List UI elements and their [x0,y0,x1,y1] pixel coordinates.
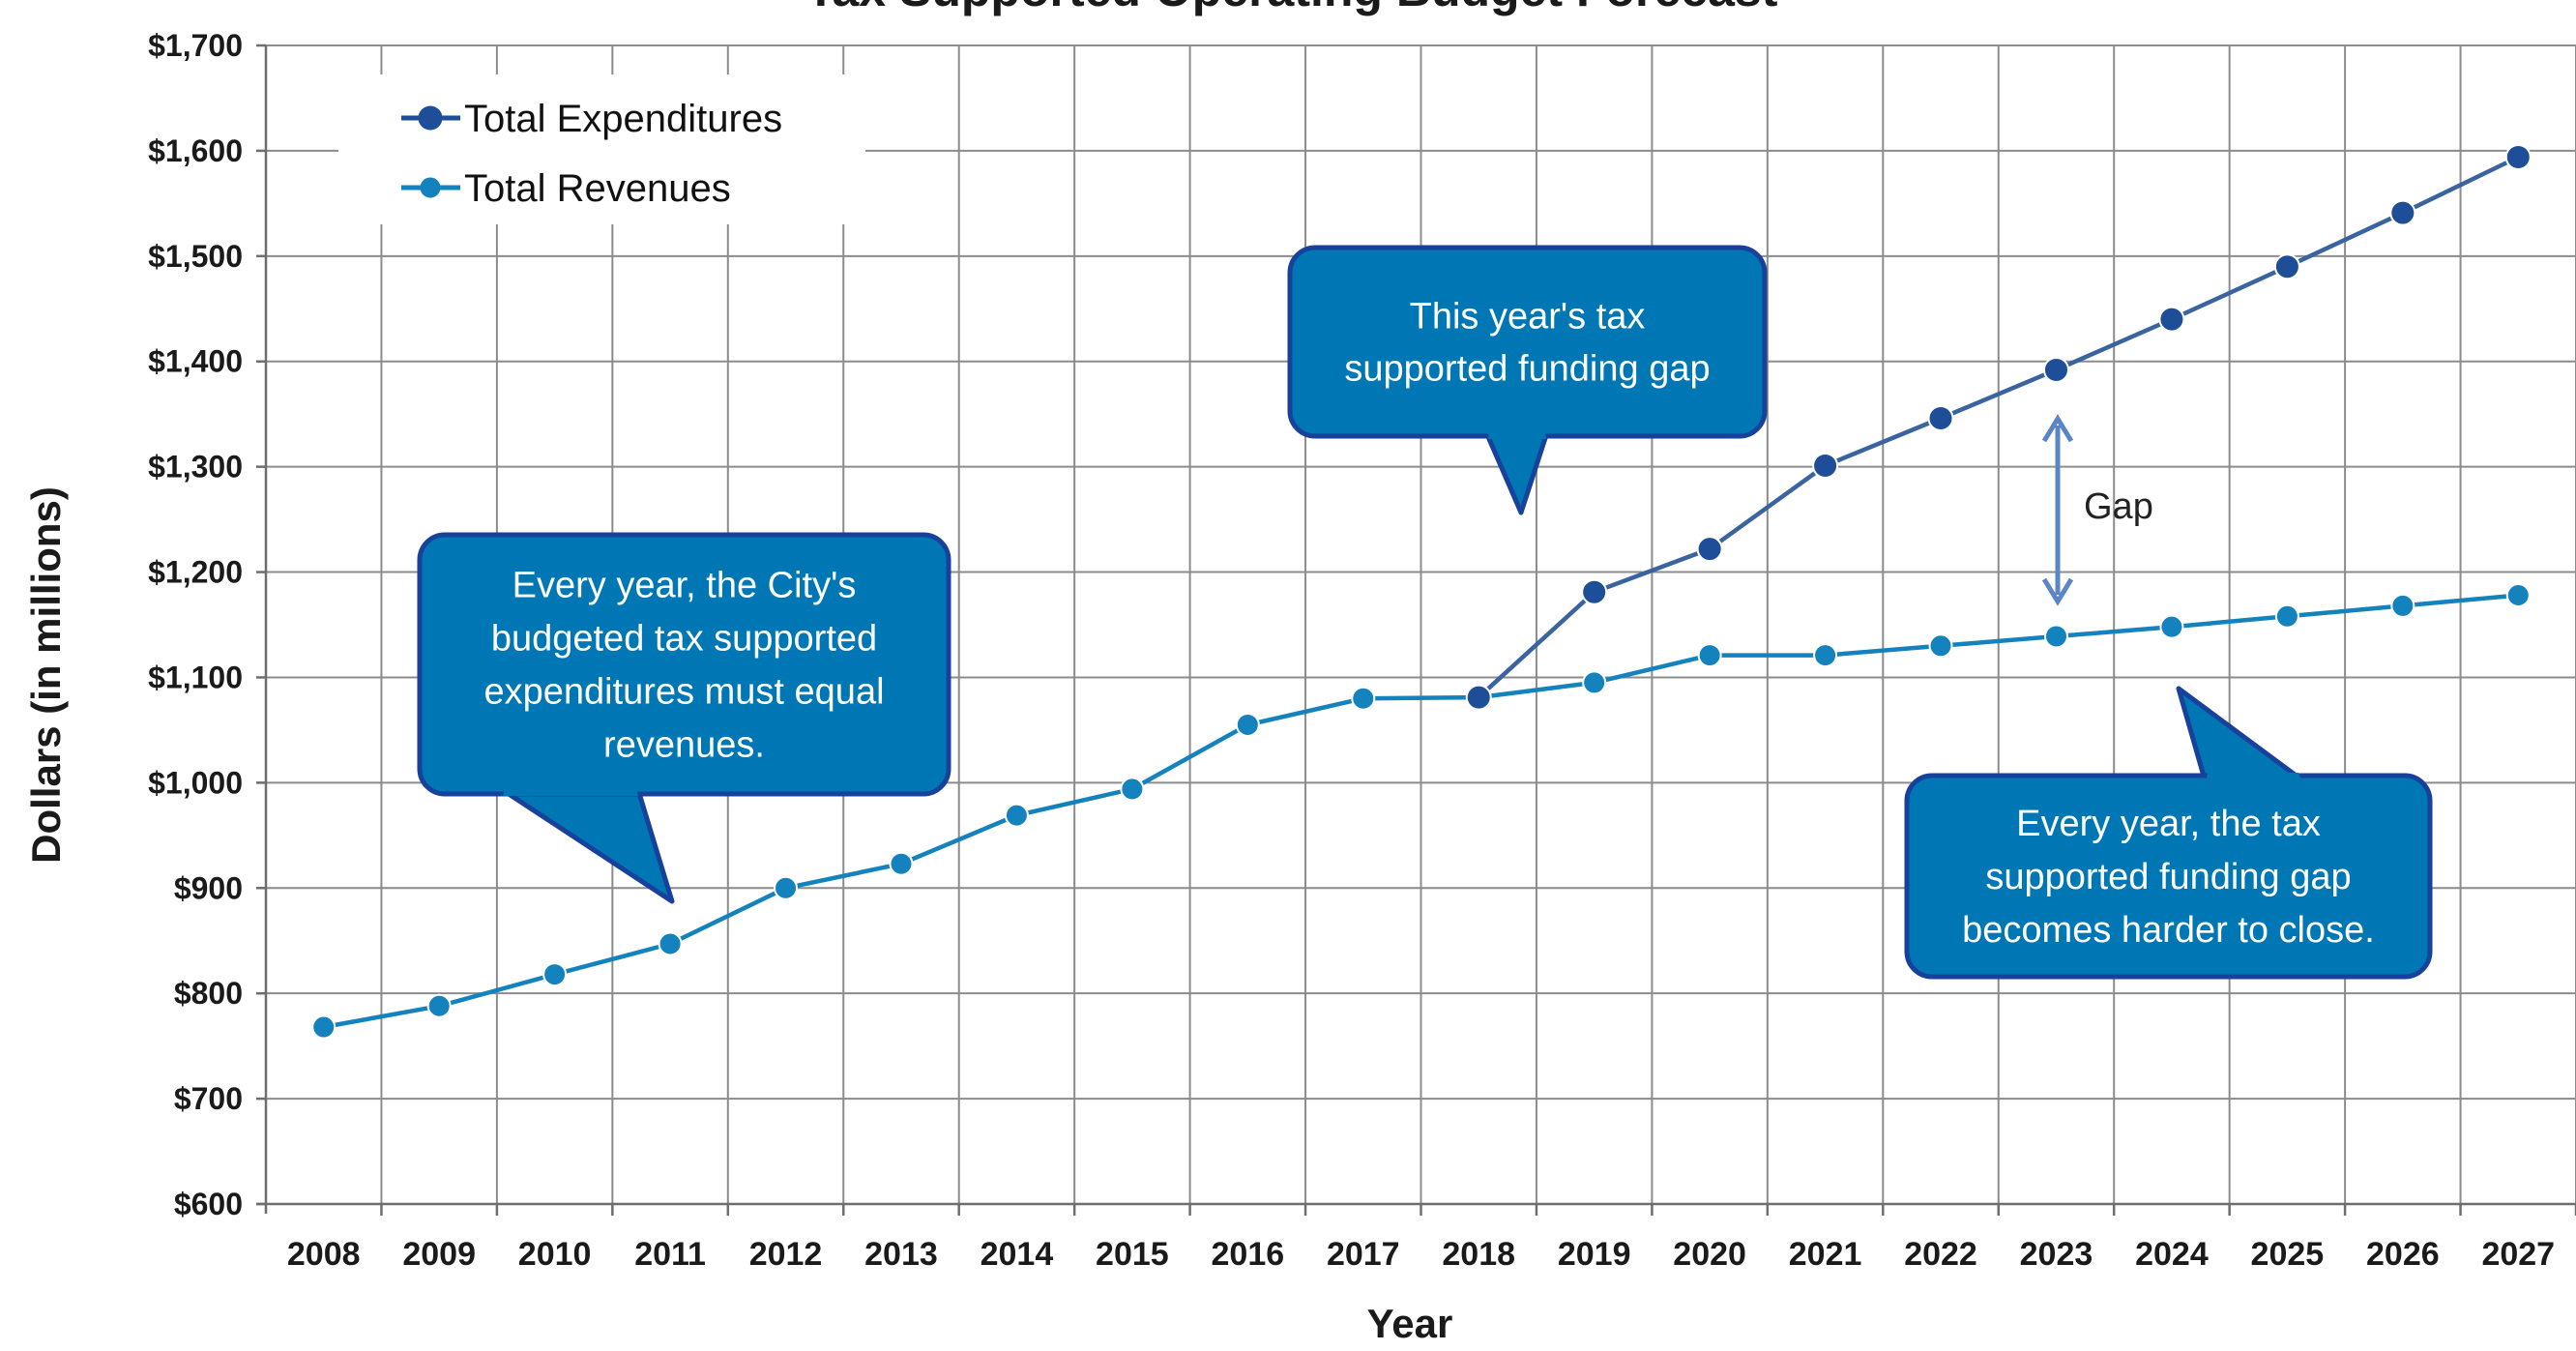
x-tick-label: 2025 [2251,1236,2325,1273]
data-point-revenues [2391,595,2414,617]
x-tick-label: 2023 [2020,1236,2093,1273]
data-point-expenditures [1929,406,1953,430]
x-tick-label: 2014 [981,1236,1054,1273]
data-point-revenues [2160,616,2182,638]
callout-this-year-line: supported funding gap [1344,349,1710,390]
x-tick-label: 2010 [518,1236,592,1273]
data-point-expenditures [2159,308,2183,332]
callout-this-year-line: This year's tax [1410,297,1646,338]
x-tick-label: 2018 [1442,1236,1515,1273]
y-axis-ticks: $600 $700 $800 $900 $1,000 $1,100 $1,200 $1,300… [148,28,243,1221]
callout-equal-line: budgeted tax supported [491,619,877,660]
x-tick-label: 2024 [2135,1236,2209,1273]
data-point-revenues [775,877,797,899]
y-tick-label: $1,600 [148,133,243,168]
x-tick-label: 2020 [1673,1236,1746,1273]
x-tick-label: 2019 [1558,1236,1631,1273]
callout-equal-tail [503,790,672,901]
x-tick-label: 2026 [2366,1236,2440,1273]
data-point-revenues [1699,644,1721,666]
x-tick-label: 2012 [749,1236,823,1273]
data-point-revenues [1006,805,1028,827]
data-point-expenditures [2044,358,2068,382]
data-point-revenues [2045,625,2067,647]
data-point-revenues [2276,605,2298,628]
callout-equal: Every year, the City's budgeted tax suppo… [420,535,949,901]
data-point-revenues [890,853,912,875]
data-point-expenditures [1698,537,1722,561]
annotations-layer: Every year, the City's budgeted tax suppo… [420,248,2430,977]
data-point-expenditures [2275,254,2299,279]
x-axis-title: Year [1367,1301,1453,1346]
callout-harder-seam [2206,773,2302,784]
y-tick-label: $1,400 [148,344,243,379]
x-tick-label: 2017 [1327,1236,1400,1273]
data-point-revenues [1237,714,1259,736]
x-tick-label: 2021 [1789,1236,1862,1273]
x-tick-label: 2008 [287,1236,361,1273]
y-tick-label: $1,000 [148,765,243,800]
x-tick-label: 2022 [1904,1236,1977,1273]
x-tick-label: 2027 [2481,1236,2555,1273]
y-axis-title: Dollars (in millions) [23,486,69,864]
x-tick-label: 2016 [1212,1236,1285,1273]
x-tick-label: 2011 [634,1236,706,1273]
x-axis-ticks: 2008 2009 2010 2011 2012 2013 2014 2015 2016 2017… [287,1236,2555,1273]
gap-label: Gap [2084,486,2153,527]
legend-swatch-marker [421,178,441,198]
legend-label: Total Expenditures [464,98,782,140]
legend: Total Expenditures Total Revenues [338,74,865,224]
y-tick-label: $1,100 [148,660,243,694]
data-point-revenues [2507,584,2530,606]
callout-equal-line: expenditures must equal [483,672,884,713]
data-point-revenues [1352,688,1374,710]
callout-equal-line: revenues. [603,725,765,766]
y-tick-label: $900 [174,870,243,905]
data-point-revenues [1583,671,1605,693]
data-point-revenues [1814,644,1836,666]
data-point-revenues [428,995,451,1017]
data-point-revenues [659,932,682,955]
legend-swatch-marker [419,106,443,131]
callout-this-year-tail [1486,432,1547,513]
data-point-expenditures [1582,580,1606,604]
x-tick-label: 2009 [402,1236,476,1273]
callout-this-year-seam [1488,427,1546,439]
data-point-revenues [312,1016,335,1039]
y-tick-label: $1,200 [148,555,243,590]
callout-equal-line: Every year, the City's [512,566,857,606]
y-tick-label: $1,500 [148,239,243,274]
callout-this-year: This year's tax supported funding gap [1290,248,1765,513]
data-point-revenues [1121,778,1143,800]
y-tick-label: $1,300 [148,450,243,485]
data-point-revenues [1930,634,1952,657]
callout-harder: Every year, the tax supported funding gap… [1907,689,2430,977]
y-tick-label: $800 [174,976,243,1011]
data-point-expenditures [2390,201,2415,225]
callout-harder-line: becomes harder to close. [1962,910,2375,951]
data-point-expenditures [2506,145,2531,169]
x-tick-label: 2015 [1096,1236,1169,1273]
y-tick-label: $700 [174,1081,243,1116]
data-point-expenditures [1813,454,1837,478]
y-tick-label: $1,700 [148,28,243,63]
x-tick-label: 2013 [864,1236,938,1273]
callout-harder-line: Every year, the tax [2016,804,2321,844]
y-tick-label: $600 [174,1187,243,1221]
legend-label: Total Revenues [464,167,731,210]
data-point-revenues [543,963,566,985]
data-point-expenditures [1467,686,1491,710]
callout-equal-seam [503,785,638,796]
callout-this-year-box [1290,248,1765,436]
chart-title: Tax Supported Operating Budget Forecast [806,0,1778,16]
callout-harder-tail [2179,689,2301,779]
callout-harder-line: supported funding gap [1985,857,2351,897]
